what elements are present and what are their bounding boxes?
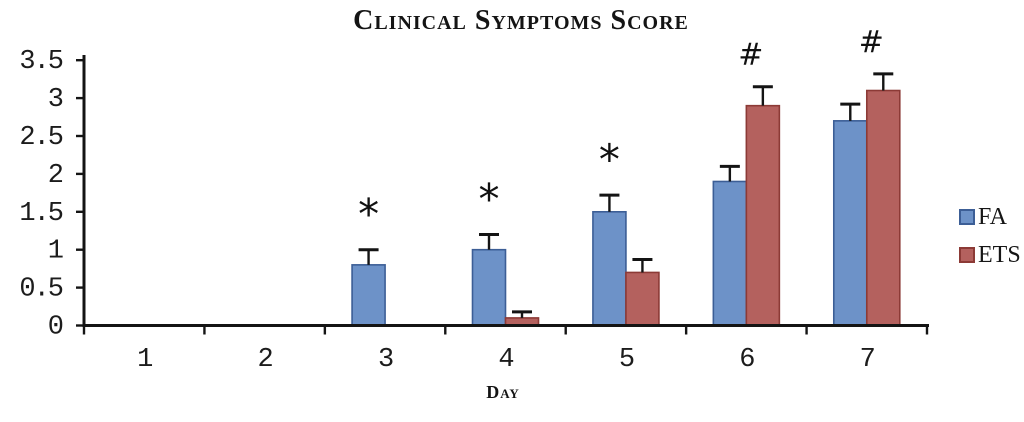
axes (82, 55, 929, 327)
series-fa (351, 120, 868, 327)
annotation-asterisk-day-5: * (599, 135, 620, 184)
legend-item-fa: FA (959, 205, 1021, 229)
bar-fa-day-7 (832, 120, 868, 327)
legend-label-ets: ETS (978, 242, 1021, 268)
x-tick-label: 2 (258, 345, 273, 375)
y-tick-label: 2 (48, 161, 63, 191)
y-tick-label: 1 (48, 237, 63, 267)
x-tick-label: 7 (860, 345, 875, 375)
x-axis-label: Day (486, 382, 520, 402)
y-tick-label: 0 (48, 313, 63, 343)
legend-swatch-fa (959, 209, 975, 225)
x-tick-label: 1 (137, 345, 152, 375)
annotations: * * * # # (358, 25, 884, 239)
bar-ets-day-7 (865, 89, 901, 327)
y-axis-ticks: 0 0.5 1 1.5 2 2.5 3 3.5 (19, 47, 84, 343)
bar-fa-day-3 (351, 264, 386, 327)
y-tick-label: 0.5 (19, 275, 62, 305)
bar-fa-day-6 (712, 180, 748, 327)
legend: FA ETS (959, 205, 1021, 281)
bar-fa-day-4 (471, 248, 507, 327)
bar-ets-day-5 (625, 271, 660, 327)
legend-swatch-ets (959, 247, 975, 263)
x-tick-label: 3 (378, 345, 393, 375)
error-bars-ets (512, 72, 894, 318)
chart-title: Clinical Symptoms Score (353, 5, 689, 36)
annotation-hash-day-6: # (738, 38, 763, 73)
bar-ets-day-6 (745, 104, 781, 327)
x-tick-label: 6 (739, 345, 754, 375)
annotation-hash-day-7: # (859, 25, 884, 60)
x-axis-ticks: 1 2 3 4 5 6 7 (82, 325, 929, 375)
x-tick-label: 4 (498, 345, 513, 375)
legend-label-fa: FA (978, 204, 1007, 230)
legend-item-ets: ETS (959, 243, 1021, 267)
bar-fa-day-5 (592, 211, 627, 327)
y-tick-label: 1.5 (19, 199, 62, 229)
annotation-asterisk-day-3: * (358, 190, 379, 239)
x-tick-label: 5 (619, 345, 634, 375)
y-tick-label: 3 (48, 85, 63, 115)
error-bars-fa (358, 102, 861, 265)
y-tick-label: 3.5 (19, 47, 62, 77)
annotation-asterisk-day-4: * (479, 175, 500, 224)
y-tick-label: 2.5 (19, 123, 62, 153)
